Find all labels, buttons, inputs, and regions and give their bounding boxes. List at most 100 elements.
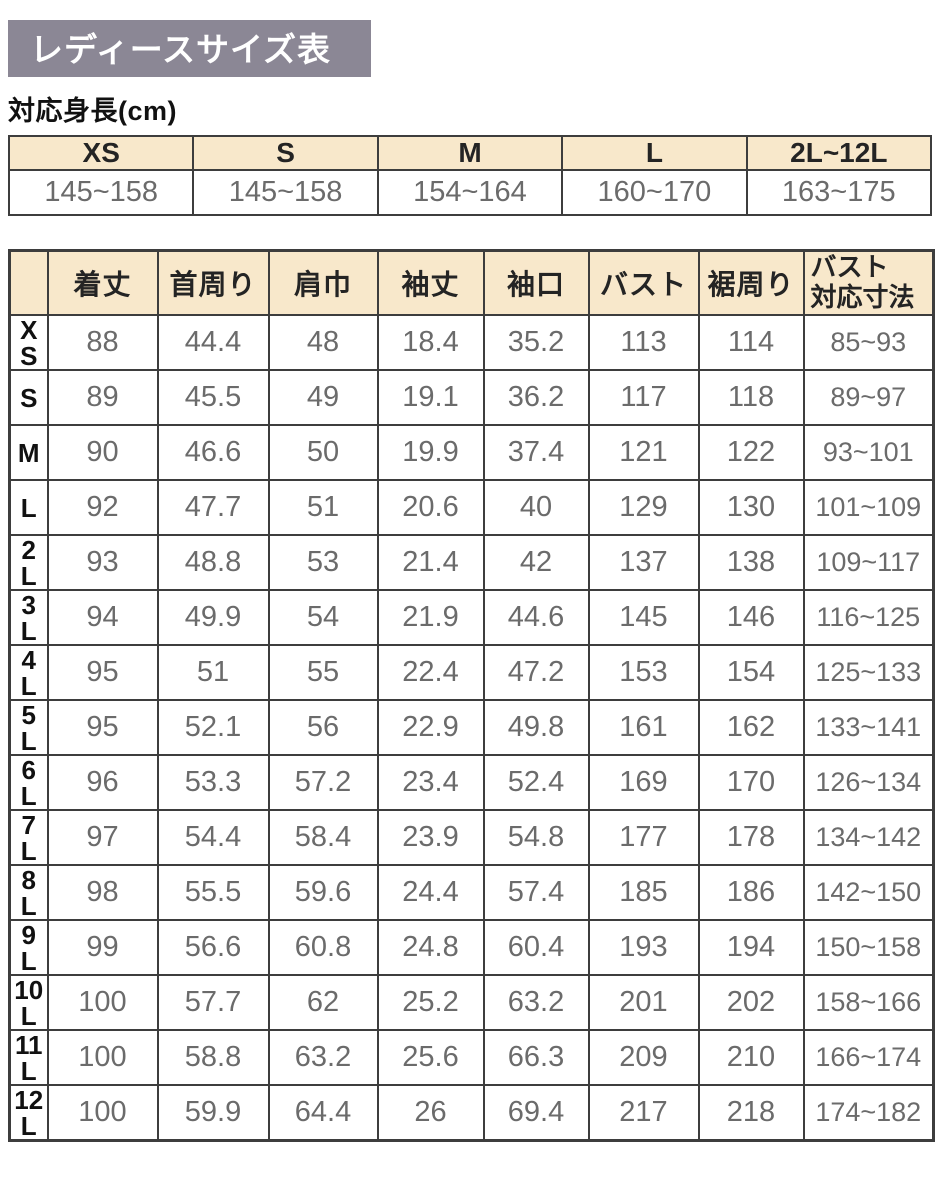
size-cell: 57.2 [267, 754, 379, 811]
table-row: 7 L 97 54.4 58.4 23.9 54.8 177 178 134~1… [8, 809, 935, 866]
size-cell: 52.1 [156, 699, 270, 756]
height-table-caption: 対応身長(cm) [8, 96, 178, 126]
col-cuff: 袖口 [482, 249, 590, 316]
size-row-label: 3 L [8, 589, 49, 646]
size-row-label: 11 L [8, 1029, 49, 1086]
size-cell: 21.4 [376, 534, 485, 591]
size-cell: 93~101 [802, 424, 935, 481]
size-cell: 53.3 [156, 754, 270, 811]
size-cell: 145 [587, 589, 700, 646]
size-cell: 25.6 [376, 1029, 485, 1086]
height-value: 160~170 [561, 169, 748, 216]
size-row-label: 5 L [8, 699, 49, 756]
size-cell: 60.8 [267, 919, 379, 976]
table-row: L 92 47.7 51 20.6 40 129 130 101~109 [8, 479, 935, 536]
size-cell: 134~142 [802, 809, 935, 866]
size-cell: 93 [46, 534, 159, 591]
size-cell: 56.6 [156, 919, 270, 976]
size-cell: 114 [697, 314, 805, 371]
page-title: レディースサイズ表 [8, 20, 372, 77]
table-row: 4 L 95 51 55 22.4 47.2 153 154 125~133 [8, 644, 935, 701]
height-value: 145~158 [192, 169, 379, 216]
size-cell: 202 [697, 974, 805, 1031]
size-cell: 178 [697, 809, 805, 866]
size-row-label: 2 L [8, 534, 49, 591]
height-col-m: M [376, 135, 564, 171]
size-cell: 51 [156, 644, 270, 701]
col-sleeve-length: 袖丈 [376, 249, 485, 316]
size-cell: 19.9 [376, 424, 485, 481]
size-cell: 58.8 [156, 1029, 270, 1086]
table-row: 10 L 100 57.7 62 25.2 63.2 201 202 158~1… [8, 974, 935, 1031]
size-cell: 138 [697, 534, 805, 591]
size-cell: 122 [697, 424, 805, 481]
size-row-label: S [8, 369, 49, 426]
size-cell: 161 [587, 699, 700, 756]
size-cell: 177 [587, 809, 700, 866]
table-row: 6 L 96 53.3 57.2 23.4 52.4 169 170 126~1… [8, 754, 935, 811]
size-cell: 23.9 [376, 809, 485, 866]
size-row-label: 10 L [8, 974, 49, 1031]
size-cell: 116~125 [802, 589, 935, 646]
size-cell: 36.2 [482, 369, 590, 426]
size-cell: 50 [267, 424, 379, 481]
size-cell: 49.9 [156, 589, 270, 646]
size-cell: 57.7 [156, 974, 270, 1031]
size-cell: 100 [46, 1029, 159, 1086]
size-cell: 57.4 [482, 864, 590, 921]
size-cell: 174~182 [802, 1084, 935, 1142]
size-cell: 137 [587, 534, 700, 591]
size-cell: 158~166 [802, 974, 935, 1031]
size-cell: 166~174 [802, 1029, 935, 1086]
size-row-label: 6 L [8, 754, 49, 811]
size-cell: 193 [587, 919, 700, 976]
table-row: 5 L 95 52.1 56 22.9 49.8 161 162 133~141 [8, 699, 935, 756]
table-row: S 89 45.5 49 19.1 36.2 117 118 89~97 [8, 369, 935, 426]
size-cell: 100 [46, 1084, 159, 1142]
size-cell: 170 [697, 754, 805, 811]
size-cell: 49.8 [482, 699, 590, 756]
corner-cell [8, 249, 49, 316]
size-row-label: 4 L [8, 644, 49, 701]
size-row-label: 12 L [8, 1084, 49, 1142]
size-cell: 54 [267, 589, 379, 646]
size-cell: 121 [587, 424, 700, 481]
size-cell: 113 [587, 314, 700, 371]
size-cell: 95 [46, 699, 159, 756]
size-cell: 55 [267, 644, 379, 701]
size-cell: 96 [46, 754, 159, 811]
size-cell: 130 [697, 479, 805, 536]
size-row-label: X S [8, 314, 49, 371]
size-cell: 217 [587, 1084, 700, 1142]
size-cell: 26 [376, 1084, 485, 1142]
size-cell: 97 [46, 809, 159, 866]
size-cell: 52.4 [482, 754, 590, 811]
size-cell: 125~133 [802, 644, 935, 701]
size-cell: 146 [697, 589, 805, 646]
size-cell: 18.4 [376, 314, 485, 371]
size-cell: 24.8 [376, 919, 485, 976]
size-cell: 162 [697, 699, 805, 756]
size-cell: 47.7 [156, 479, 270, 536]
size-row-label: M [8, 424, 49, 481]
size-cell: 185 [587, 864, 700, 921]
height-table-value-row: 145~158 145~158 154~164 160~170 163~175 [7, 169, 933, 216]
size-cell: 56 [267, 699, 379, 756]
height-table-header-row: XS S M L 2L~12L [7, 135, 933, 171]
size-cell: 218 [697, 1084, 805, 1142]
size-cell: 186 [697, 864, 805, 921]
size-cell: 60.4 [482, 919, 590, 976]
size-cell: 54.8 [482, 809, 590, 866]
size-cell: 118 [697, 369, 805, 426]
size-table-header-row: 着丈 首周り 肩巾 袖丈 袖口 バスト 裾周り バスト 対応寸法 [8, 249, 935, 316]
size-cell: 42 [482, 534, 590, 591]
size-cell: 101~109 [802, 479, 935, 536]
size-cell: 129 [587, 479, 700, 536]
size-cell: 126~134 [802, 754, 935, 811]
table-row: 3 L 94 49.9 54 21.9 44.6 145 146 116~125 [8, 589, 935, 646]
size-cell: 47.2 [482, 644, 590, 701]
size-cell: 169 [587, 754, 700, 811]
size-cell: 25.2 [376, 974, 485, 1031]
size-cell: 100 [46, 974, 159, 1031]
size-cell: 59.9 [156, 1084, 270, 1142]
